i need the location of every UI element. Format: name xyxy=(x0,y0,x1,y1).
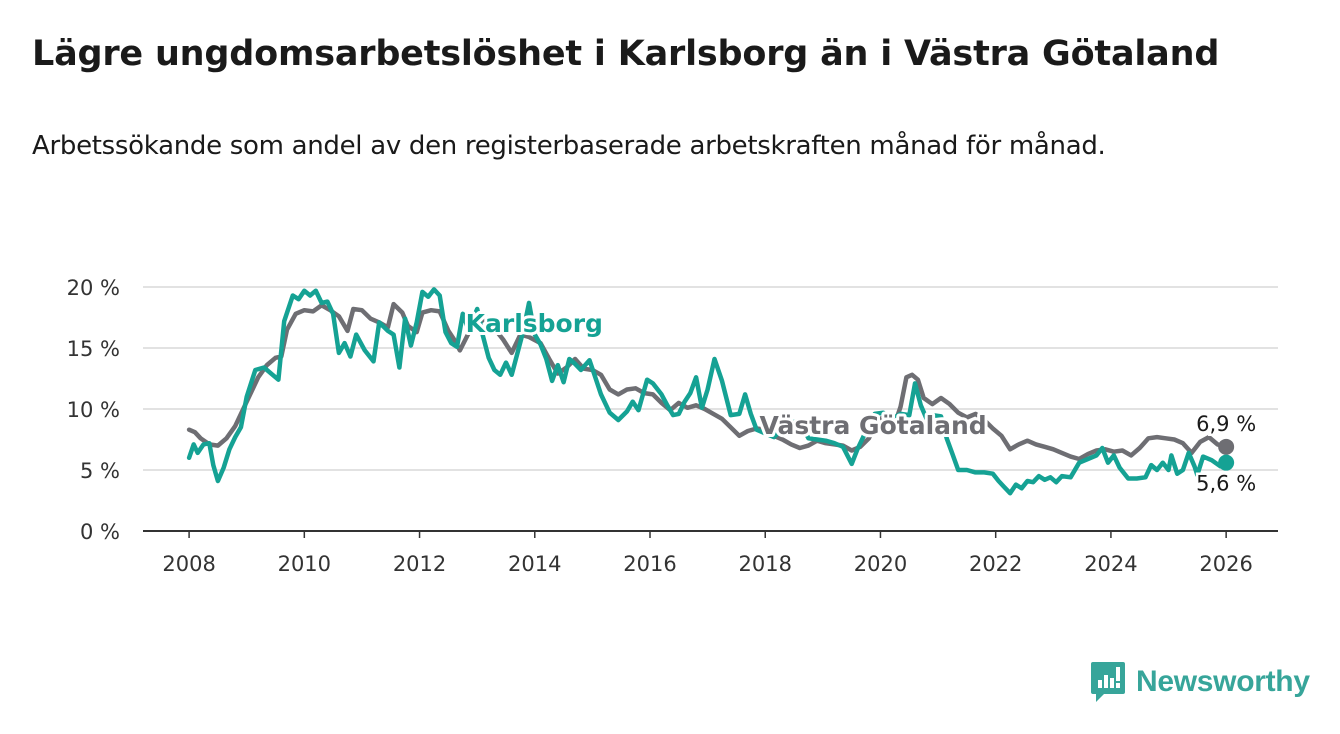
end-marker xyxy=(1218,454,1235,471)
series-name-label: Västra Götaland xyxy=(759,411,986,440)
y-tick-label: 5 % xyxy=(80,459,120,483)
series-line-karlsborg xyxy=(186,287,1229,496)
series-labels: 6,9 % 5,6 % Västra Götaland Karlsborg xyxy=(463,306,1259,498)
y-tick-label: 0 % xyxy=(80,520,120,544)
chart-title: Lägre ungdomsarbetslöshet i Karlsborg än… xyxy=(32,34,1220,74)
end-marker xyxy=(1218,438,1235,455)
gridlines xyxy=(143,286,1278,471)
x-tick-label: 2010 xyxy=(278,552,331,576)
newsworthy-logo-text: Newsworthy xyxy=(1136,665,1310,698)
end-value-label: 6,9 % xyxy=(1196,412,1256,436)
series-line-vstra-gtaland xyxy=(186,301,1229,462)
y-tick-label: 10 % xyxy=(67,398,120,422)
x-tick-label: 2018 xyxy=(739,552,792,576)
x-tick-label: 2024 xyxy=(1084,552,1137,576)
x-tick-label: 2014 xyxy=(508,552,561,576)
series-name-label: Karlsborg xyxy=(466,309,603,338)
newsworthy-logo-icon xyxy=(1091,662,1125,702)
chart-subtitle: Arbetssökande som andel av den registerb… xyxy=(32,131,1106,161)
y-tick-label: 15 % xyxy=(67,337,120,361)
x-tick-label: 2020 xyxy=(854,552,907,576)
end-value-label: 5,6 % xyxy=(1196,472,1256,496)
y-tick-label: 20 % xyxy=(67,276,120,300)
newsworthy-logo[interactable]: Newsworthy xyxy=(1090,660,1310,704)
axes: 0 % 5 % 10 % 15 % 20 % 2008 2010 2012 2014 2016 20… xyxy=(67,276,1278,576)
x-tick-label: 2012 xyxy=(393,552,446,576)
series-lines xyxy=(186,287,1229,496)
x-tick-label: 2016 xyxy=(623,552,676,576)
x-tick-label: 2026 xyxy=(1199,552,1252,576)
x-tick-label: 2008 xyxy=(162,552,215,576)
x-tick-label: 2022 xyxy=(969,552,1022,576)
